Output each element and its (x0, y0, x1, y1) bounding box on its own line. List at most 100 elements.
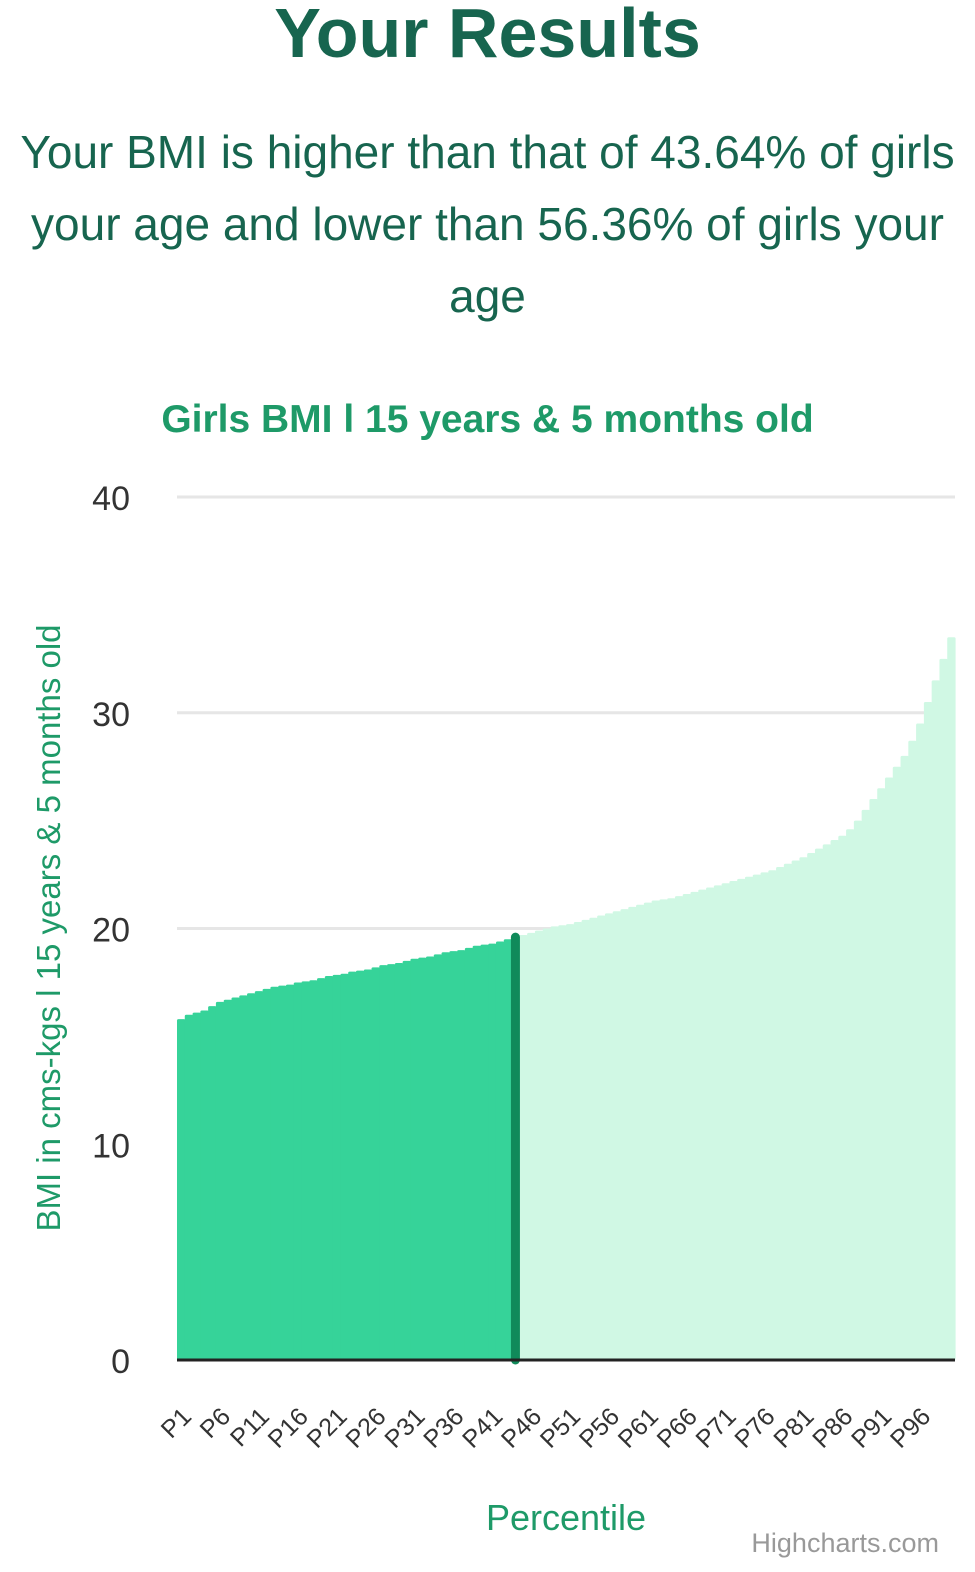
percentile-column[interactable] (604, 913, 614, 1360)
percentile-column[interactable] (783, 863, 793, 1360)
percentile-column[interactable] (402, 960, 411, 1360)
percentile-column[interactable] (597, 915, 606, 1360)
percentile-column[interactable] (285, 984, 295, 1360)
percentile-column[interactable] (558, 925, 567, 1360)
percentile-column[interactable] (332, 974, 341, 1360)
percentile-column[interactable] (503, 939, 513, 1360)
percentile-column[interactable] (309, 980, 318, 1360)
percentile-column[interactable] (379, 965, 388, 1360)
percentile-column[interactable] (643, 902, 653, 1360)
percentile-column[interactable] (853, 820, 863, 1360)
percentile-column[interactable] (262, 988, 271, 1360)
percentile-column[interactable] (550, 926, 559, 1360)
percentile-column[interactable] (822, 844, 832, 1360)
percentile-column[interactable] (923, 701, 933, 1360)
percentile-column[interactable] (884, 777, 894, 1360)
percentile-column[interactable] (659, 899, 668, 1360)
percentile-column[interactable] (410, 958, 419, 1360)
percentile-column[interactable] (807, 852, 816, 1360)
percentile-column[interactable] (698, 889, 707, 1360)
percentile-column[interactable] (612, 911, 622, 1360)
percentile-column[interactable] (892, 766, 902, 1360)
percentile-column[interactable] (682, 893, 692, 1360)
percentile-column[interactable] (752, 874, 762, 1360)
percentile-column[interactable] (394, 963, 404, 1360)
percentile-column[interactable] (472, 945, 482, 1360)
percentile-column[interactable] (184, 1014, 194, 1360)
percentile-column[interactable] (628, 906, 637, 1360)
percentile-column[interactable] (239, 995, 248, 1360)
percentile-column[interactable] (488, 943, 497, 1360)
percentile-column[interactable] (931, 680, 941, 1360)
percentile-column[interactable] (861, 809, 871, 1360)
percentile-column[interactable] (270, 986, 279, 1360)
percentile-column[interactable] (418, 957, 427, 1360)
percentile-column[interactable] (713, 885, 723, 1360)
percentile-column[interactable] (721, 883, 730, 1360)
percentile-column[interactable] (636, 904, 645, 1360)
percentile-column[interactable] (340, 973, 349, 1360)
highcharts-credit[interactable]: Highcharts.com (751, 1528, 939, 1558)
percentile-column[interactable] (192, 1012, 201, 1360)
percentile-column[interactable] (791, 860, 800, 1360)
percentile-column[interactable] (674, 896, 684, 1360)
percentile-column[interactable] (589, 917, 598, 1360)
percentile-column[interactable] (744, 876, 754, 1360)
percentile-column[interactable] (706, 887, 715, 1360)
percentile-column[interactable] (215, 1001, 225, 1360)
percentile-column[interactable] (776, 867, 785, 1360)
percentile-column[interactable] (768, 870, 777, 1360)
percentile-column[interactable] (480, 944, 489, 1360)
percentile-column[interactable] (939, 658, 948, 1360)
percentile-column[interactable] (387, 964, 396, 1360)
percentile-column[interactable] (527, 932, 536, 1360)
percentile-column[interactable] (690, 891, 699, 1360)
percentile-column[interactable] (729, 881, 738, 1360)
percentile-column[interactable] (566, 924, 575, 1360)
percentile-column[interactable] (363, 969, 373, 1360)
percentile-column[interactable] (324, 975, 334, 1360)
percentile-column[interactable] (177, 1019, 186, 1360)
percentile-column[interactable] (900, 755, 909, 1360)
percentile-column[interactable] (278, 985, 287, 1360)
percentile-column[interactable] (846, 829, 855, 1360)
percentile-column[interactable] (348, 971, 357, 1360)
percentile-column[interactable] (534, 930, 544, 1360)
percentile-column[interactable] (519, 934, 528, 1360)
percentile-column[interactable] (814, 848, 824, 1360)
percentile-column[interactable] (223, 999, 233, 1360)
percentile-column[interactable] (449, 951, 458, 1360)
percentile-column[interactable] (620, 909, 629, 1360)
percentile-column[interactable] (464, 947, 474, 1360)
percentile-column[interactable] (869, 799, 878, 1360)
percentile-column[interactable] (830, 840, 839, 1360)
percentile-column[interactable] (908, 740, 917, 1360)
percentile-column[interactable] (799, 857, 808, 1360)
percentile-column[interactable] (457, 950, 466, 1360)
percentile-column[interactable] (208, 1006, 217, 1360)
percentile-column[interactable] (542, 928, 552, 1361)
percentile-column[interactable] (247, 993, 256, 1360)
percentile-column[interactable] (433, 954, 443, 1360)
percentile-column[interactable] (231, 997, 240, 1360)
percentile-column[interactable] (760, 872, 769, 1360)
percentile-column[interactable] (573, 922, 583, 1360)
percentile-column[interactable] (355, 970, 365, 1360)
percentile-column[interactable] (200, 1010, 209, 1360)
percentile-column[interactable] (838, 835, 847, 1360)
percentile-column[interactable] (317, 978, 326, 1360)
percentile-column[interactable] (301, 981, 310, 1360)
percentile-column[interactable] (293, 982, 303, 1360)
percentile-column[interactable] (916, 723, 925, 1360)
percentile-column[interactable] (425, 956, 435, 1360)
percentile-column[interactable] (495, 941, 505, 1360)
percentile-column[interactable] (947, 637, 956, 1360)
percentile-column[interactable] (254, 991, 264, 1360)
percentile-columns[interactable] (177, 637, 956, 1360)
percentile-column[interactable] (441, 952, 450, 1360)
percentile-column[interactable] (651, 900, 660, 1360)
percentile-column[interactable] (737, 878, 746, 1360)
percentile-column[interactable] (371, 967, 380, 1360)
percentile-column[interactable] (581, 919, 590, 1360)
